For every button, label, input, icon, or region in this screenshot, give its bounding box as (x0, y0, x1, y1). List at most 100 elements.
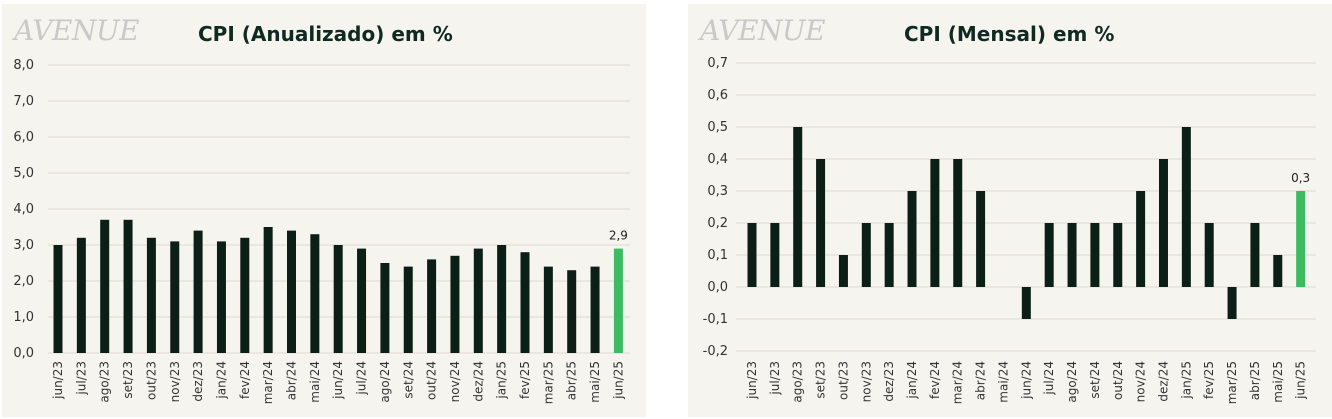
bar (861, 223, 871, 287)
x-tick-label: out/24 (425, 361, 439, 400)
x-tick-label: mar/24 (261, 361, 275, 404)
bar (1204, 223, 1214, 287)
y-tick-label: 0,1 (707, 248, 728, 263)
x-tick-label: jul/24 (355, 361, 369, 396)
y-tick-label: 0,0 (13, 346, 34, 361)
x-tick-label: abr/25 (565, 361, 579, 400)
x-tick-label: jun/23 (51, 361, 65, 400)
bar (976, 191, 986, 287)
bar (263, 227, 273, 353)
x-tick-label: mai/24 (996, 361, 1010, 403)
bar (1113, 223, 1123, 287)
x-tick-label: ago/23 (791, 361, 805, 403)
chart-panel-monthly: AVENUE CPI (Mensal) em % -0,2 -0,1 0,0 0,1 0… (688, 4, 1332, 417)
bar (310, 234, 320, 353)
x-tick-label: fev/24 (238, 361, 252, 399)
bar (838, 255, 848, 287)
x-tick-label: jan/25 (495, 361, 509, 400)
bar (520, 252, 530, 353)
x-tick-label: jun/25 (1294, 361, 1308, 400)
x-tick-label: out/24 (1111, 361, 1125, 400)
bar (216, 241, 226, 353)
bar (1250, 223, 1260, 287)
bar (1181, 127, 1191, 287)
chart-panel-annual: AVENUE CPI (Anualizado) em % 0,0 1,0 2,0 3,… (2, 4, 646, 417)
bar (146, 237, 156, 353)
avenue-logo: AVENUE (700, 14, 826, 47)
bar (193, 230, 203, 353)
chart-title-annual: CPI (Anualizado) em % (198, 22, 453, 46)
x-tick-label: mar/24 (951, 361, 965, 404)
bar (590, 266, 600, 353)
x-tick-label: dez/23 (191, 361, 205, 402)
bar (543, 266, 553, 353)
bar (53, 245, 63, 353)
x-tick-label: abr/25 (1248, 361, 1262, 400)
y-tick-label: -0,2 (703, 344, 728, 359)
x-tick-label: nov/24 (448, 361, 462, 402)
x-tick-label: fev/25 (1202, 361, 1216, 399)
y-tick-label: 8,0 (13, 58, 34, 73)
y-tick-label: 0,5 (707, 120, 728, 135)
bar (427, 259, 437, 353)
bar (1090, 223, 1100, 287)
x-tick-label: ago/24 (378, 361, 392, 403)
x-tick-label: set/23 (121, 361, 135, 399)
y-tick-label: 0,6 (707, 88, 728, 103)
y-tick-label: 1,0 (13, 310, 34, 325)
avenue-logo: AVENUE (14, 14, 140, 47)
x-tick-label: jun/24 (1019, 361, 1033, 400)
y-tick-label: 5,0 (13, 166, 34, 181)
y-tick-label: 3,0 (13, 238, 34, 253)
bar (793, 127, 803, 287)
x-tick-label: nov/23 (859, 361, 873, 402)
bar (380, 263, 390, 353)
x-tick-label: jan/25 (1179, 361, 1193, 400)
bar (1136, 191, 1146, 287)
bar (930, 159, 940, 287)
y-tick-label: 4,0 (13, 202, 34, 217)
x-tick-label: ago/24 (1065, 361, 1079, 403)
bar (1158, 159, 1168, 287)
x-tick-label: out/23 (836, 361, 850, 400)
x-tick-label: ago/23 (98, 361, 112, 403)
x-tick-label: set/24 (401, 361, 415, 399)
bar (76, 237, 86, 353)
bar (1044, 223, 1054, 287)
x-tick-label: jul/24 (1042, 361, 1056, 396)
bar (357, 248, 367, 353)
data-label: 2,9 (609, 229, 628, 243)
bar (100, 219, 110, 353)
bar (816, 159, 826, 287)
chart-monthly-svg: -0,2 -0,1 0,0 0,1 0,2 0,3 0,4 0,5 0,6 0,7 jun/23 ju… (703, 56, 1316, 404)
bar (333, 245, 343, 353)
bar (497, 245, 507, 353)
x-tick-label: out/23 (144, 361, 158, 400)
bar (450, 255, 460, 353)
bar (240, 237, 250, 353)
bar (473, 248, 483, 353)
highlight-bar (1296, 191, 1306, 287)
bar (123, 219, 133, 353)
bar (1021, 287, 1031, 319)
bar (953, 159, 963, 287)
x-tick-label: set/23 (814, 361, 828, 399)
x-tick-label: mar/25 (541, 361, 555, 404)
y-tick-label: 0,7 (707, 56, 728, 71)
x-tick-label: jun/23 (745, 361, 759, 400)
x-tick-label: jul/23 (74, 361, 88, 396)
y-tick-label: 0,0 (707, 280, 728, 295)
bar (747, 223, 757, 287)
x-tick-label: dez/24 (471, 361, 485, 402)
bar (1273, 255, 1283, 287)
x-tick-label: jan/24 (905, 361, 919, 400)
x-tick-label: abr/24 (285, 361, 299, 400)
y-tick-label: -0,1 (703, 312, 728, 327)
x-tick-label: abr/24 (974, 361, 988, 400)
bar (567, 270, 577, 353)
y-tick-label: 0,4 (707, 152, 728, 167)
x-tick-label: fev/25 (518, 361, 532, 399)
x-tick-label: dez/23 (882, 361, 896, 402)
x-tick-label: nov/24 (1134, 361, 1148, 402)
y-tick-label: 7,0 (13, 94, 34, 109)
